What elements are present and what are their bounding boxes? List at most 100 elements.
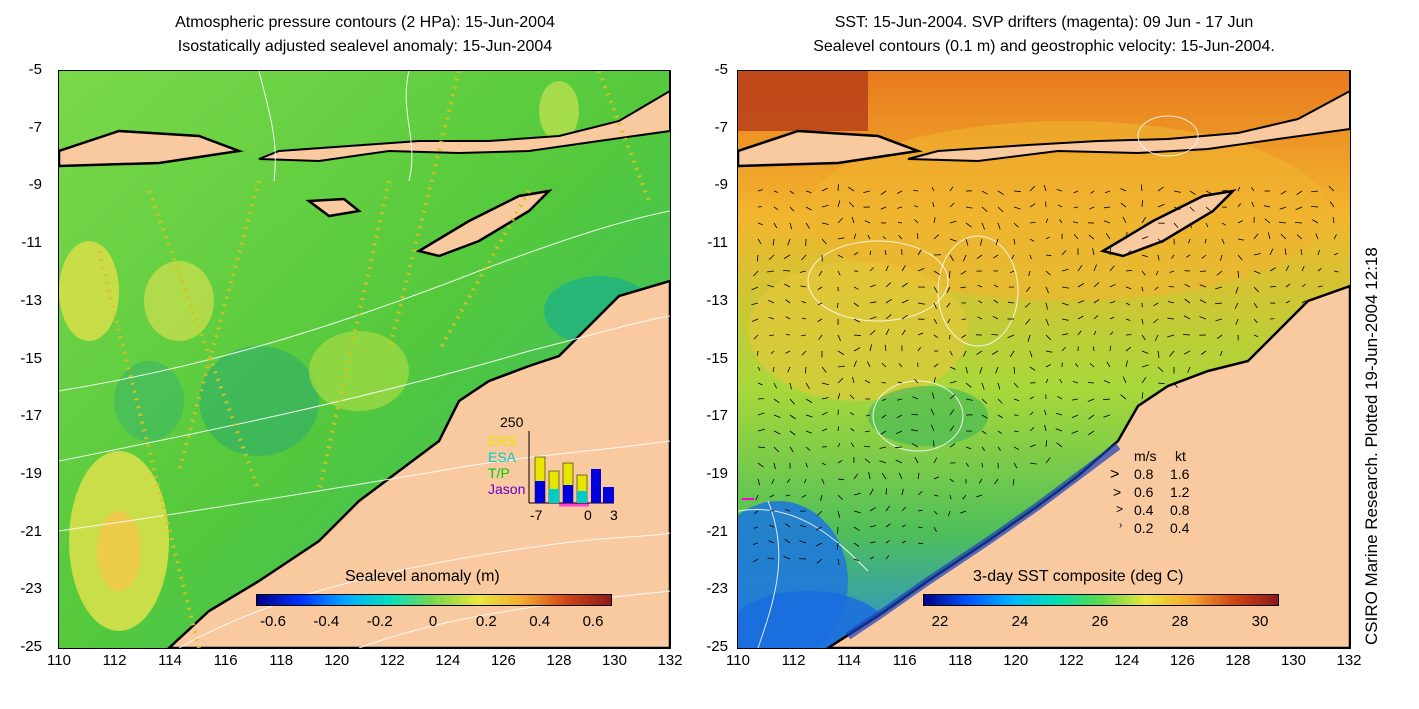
sla-colorbar-tick: 0 bbox=[428, 613, 438, 630]
velocity-vector bbox=[837, 510, 841, 518]
velocity-vector bbox=[949, 350, 953, 356]
velocity-vector bbox=[818, 270, 823, 277]
velocity-vector bbox=[755, 494, 759, 501]
velocity-vector bbox=[1184, 298, 1191, 304]
velocity-vector bbox=[1237, 270, 1240, 278]
velocity-vector bbox=[1205, 190, 1212, 195]
velocity-vector bbox=[756, 254, 759, 262]
velocity-vector bbox=[1169, 270, 1175, 273]
velocity-vector bbox=[965, 462, 970, 467]
velocity-legend-kt: 0.4 bbox=[1170, 520, 1190, 536]
velocity-vector bbox=[916, 233, 919, 240]
velocity-vector bbox=[837, 558, 840, 566]
velocity-vector bbox=[773, 382, 777, 389]
velocity-vector bbox=[864, 458, 871, 464]
velocity-vector bbox=[1044, 424, 1047, 432]
velocity-vector bbox=[1103, 206, 1111, 209]
velocity-vector bbox=[885, 314, 892, 320]
velocity-vector bbox=[853, 360, 857, 368]
velocity-vector bbox=[960, 510, 967, 514]
velocity-vector bbox=[1154, 286, 1159, 291]
velocity-legend-ms: 0.6 bbox=[1134, 484, 1154, 500]
velocity-vector bbox=[978, 478, 983, 484]
velocity-vector bbox=[821, 366, 827, 373]
left-xtick: 122 bbox=[379, 652, 405, 669]
velocity-vector bbox=[1312, 219, 1319, 224]
velocity-vector bbox=[946, 286, 951, 293]
velocity-vector bbox=[948, 510, 951, 517]
velocity-vector bbox=[1106, 361, 1111, 368]
inset-mission-tp: T/P bbox=[488, 465, 510, 481]
velocity-vector bbox=[816, 558, 823, 564]
left-xtick: 124 bbox=[435, 652, 461, 669]
velocity-vector bbox=[1045, 364, 1051, 368]
velocity-vector bbox=[1333, 234, 1337, 240]
velocity-vector bbox=[752, 558, 759, 563]
velocity-legend-kt: 1.6 bbox=[1170, 466, 1190, 482]
velocity-vector bbox=[1109, 247, 1111, 256]
velocity-vector bbox=[879, 446, 887, 449]
velocity-vector bbox=[773, 206, 779, 211]
velocity-vector bbox=[864, 445, 871, 448]
velocity-vector bbox=[880, 430, 887, 435]
velocity-vector bbox=[768, 540, 775, 544]
velocity-vector bbox=[1296, 190, 1303, 196]
velocity-vector bbox=[1141, 318, 1144, 325]
velocity-vector bbox=[853, 542, 860, 547]
velocity-vector bbox=[868, 472, 871, 480]
left-map[interactable] bbox=[58, 70, 671, 649]
velocity-vector bbox=[799, 270, 807, 273]
velocity-vector bbox=[753, 510, 759, 515]
velocity-vector bbox=[1183, 333, 1191, 336]
velocity-vector bbox=[1045, 218, 1049, 224]
velocity-vector bbox=[1333, 252, 1339, 256]
velocity-vector bbox=[865, 414, 871, 417]
velocity-vector bbox=[853, 347, 861, 352]
velocity-vector bbox=[1055, 428, 1063, 432]
velocity-vector bbox=[949, 409, 955, 416]
velocity-vector bbox=[1200, 350, 1207, 355]
velocity-vector bbox=[757, 446, 766, 448]
velocity-vector bbox=[848, 201, 855, 208]
velocity-vector bbox=[785, 494, 791, 497]
velocity-vector bbox=[1077, 330, 1082, 336]
velocity-vector bbox=[787, 238, 791, 246]
right-title-line2: Sealevel contours (0.1 m) and geostrophi… bbox=[813, 38, 1275, 55]
velocity-vector bbox=[949, 220, 957, 224]
velocity-vector bbox=[917, 302, 925, 305]
velocity-vector bbox=[997, 382, 1001, 390]
velocity-vector bbox=[815, 526, 823, 531]
velocity-vector bbox=[981, 222, 985, 230]
velocity-vector bbox=[789, 414, 796, 420]
right-ytick: -17 bbox=[706, 407, 728, 425]
velocity-vector bbox=[800, 334, 807, 337]
velocity-vector bbox=[911, 413, 919, 416]
velocity-vector bbox=[1329, 201, 1335, 208]
left-xtick: 126 bbox=[490, 652, 516, 669]
left-ytick: -23 bbox=[20, 580, 42, 598]
velocity-vector bbox=[769, 334, 775, 336]
velocity-vector bbox=[1253, 286, 1259, 293]
velocity-vector bbox=[772, 366, 775, 373]
velocity-vector bbox=[976, 254, 983, 260]
velocity-vector bbox=[1237, 254, 1243, 261]
velocity-vector bbox=[1237, 238, 1245, 241]
left-xtick: 110 bbox=[47, 652, 71, 669]
velocity-vector bbox=[1253, 302, 1258, 309]
velocity-vector bbox=[1028, 270, 1031, 277]
velocity-vector bbox=[901, 524, 907, 528]
velocity-vector bbox=[1157, 366, 1164, 372]
velocity-vector bbox=[1061, 346, 1066, 352]
velocity-vector bbox=[783, 254, 791, 259]
velocity-vector bbox=[1045, 350, 1053, 353]
velocity-vector bbox=[1215, 302, 1223, 305]
velocity-vector bbox=[801, 300, 807, 304]
velocity-vector bbox=[977, 316, 983, 320]
right-map[interactable] bbox=[737, 70, 1351, 649]
velocity-vector bbox=[837, 459, 843, 464]
velocity-vector bbox=[789, 222, 793, 230]
velocity-vector bbox=[932, 201, 935, 208]
velocity-vector bbox=[869, 344, 872, 352]
velocity-vector bbox=[853, 334, 861, 337]
velocity-vector bbox=[885, 540, 890, 544]
